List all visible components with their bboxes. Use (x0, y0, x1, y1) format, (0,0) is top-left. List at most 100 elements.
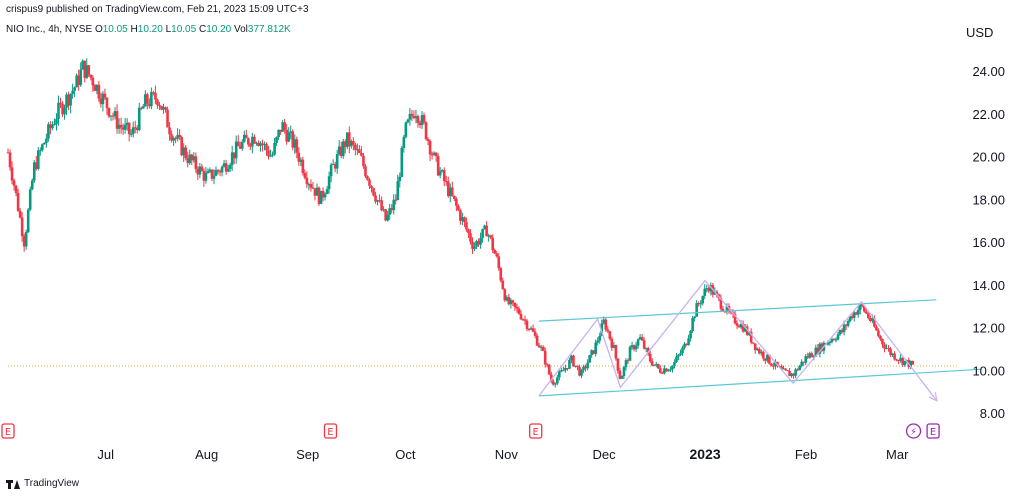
candle (41, 143, 44, 152)
candle (446, 176, 450, 198)
dividend-icon[interactable]: ⚡ (905, 423, 922, 439)
candle (620, 375, 624, 379)
candle (20, 212, 24, 242)
candle (410, 109, 414, 122)
candle (661, 371, 664, 374)
candle (327, 171, 331, 194)
candle (432, 151, 436, 156)
candle (808, 351, 812, 359)
candle (146, 92, 149, 110)
earnings-icon[interactable]: E (529, 423, 543, 439)
candle (99, 92, 103, 108)
candle (85, 58, 89, 80)
candle (154, 85, 157, 105)
candle (358, 145, 361, 154)
candle (142, 103, 145, 109)
candle (814, 344, 818, 358)
open-value: 10.05 (102, 24, 128, 35)
candle (461, 212, 464, 226)
y-tick-label: 22.00 (972, 107, 1005, 122)
candle (97, 81, 101, 102)
candle (279, 129, 282, 136)
candle (521, 318, 525, 321)
candle (804, 353, 808, 366)
candle (509, 298, 513, 309)
candle (43, 142, 46, 145)
candle (848, 315, 852, 323)
earnings-icon[interactable]: E (323, 423, 338, 439)
candle (654, 361, 658, 368)
candle (10, 161, 14, 185)
candle (697, 301, 700, 307)
candle (420, 111, 424, 129)
candle (226, 164, 230, 173)
y-tick-label: 12.00 (972, 321, 1005, 336)
candle (834, 337, 838, 343)
candle (685, 343, 688, 346)
candle (386, 210, 389, 222)
candle (32, 159, 36, 183)
candle (820, 342, 824, 352)
candle (622, 366, 626, 379)
candle (529, 326, 533, 331)
candle (418, 120, 422, 129)
candle (426, 137, 430, 146)
candle (582, 364, 585, 373)
candle (123, 117, 127, 134)
channel-lower-line[interactable] (538, 368, 982, 397)
candle (865, 308, 868, 315)
candle (392, 194, 396, 215)
candle (275, 136, 278, 147)
earnings-icon[interactable]: E (1, 423, 15, 439)
x-tick-label: 2023 (689, 446, 720, 462)
candle (665, 367, 668, 372)
candle (869, 315, 872, 323)
candle (590, 349, 593, 358)
x-tick-label: Oct (395, 447, 416, 462)
candle (131, 121, 135, 138)
candle (438, 167, 442, 179)
svg-text:E: E (533, 427, 539, 438)
candle (515, 303, 519, 313)
candle (626, 358, 630, 364)
candle (83, 60, 87, 83)
candle (640, 334, 644, 342)
tradingview-brand[interactable]: TradingView (6, 478, 79, 489)
candle (214, 166, 218, 177)
candle (844, 324, 848, 330)
candle (291, 129, 295, 151)
candle (612, 342, 616, 349)
candle (465, 217, 468, 232)
candle (370, 185, 373, 193)
candle (638, 334, 642, 340)
candle (735, 320, 739, 330)
candle (364, 163, 367, 179)
candle (398, 172, 402, 188)
candle (273, 137, 276, 156)
candle (204, 166, 208, 184)
candle (69, 93, 72, 114)
candle (376, 199, 379, 206)
candle (144, 90, 147, 107)
candle (772, 362, 775, 370)
candle (216, 169, 220, 175)
drawings (538, 279, 982, 401)
candle (49, 121, 52, 135)
candle (467, 228, 470, 238)
candle (289, 125, 293, 140)
candle (764, 358, 767, 364)
candle (206, 168, 210, 174)
candle (247, 137, 250, 147)
candle (507, 293, 511, 306)
candle (846, 319, 850, 328)
candle (695, 300, 698, 317)
candle (158, 101, 161, 110)
candle (245, 129, 248, 139)
candle (182, 143, 186, 162)
channel-upper-line[interactable] (538, 299, 937, 322)
projection-path[interactable] (538, 279, 936, 401)
candle (560, 367, 563, 373)
earnings-icon[interactable]: E (926, 423, 940, 439)
candle (588, 354, 591, 363)
